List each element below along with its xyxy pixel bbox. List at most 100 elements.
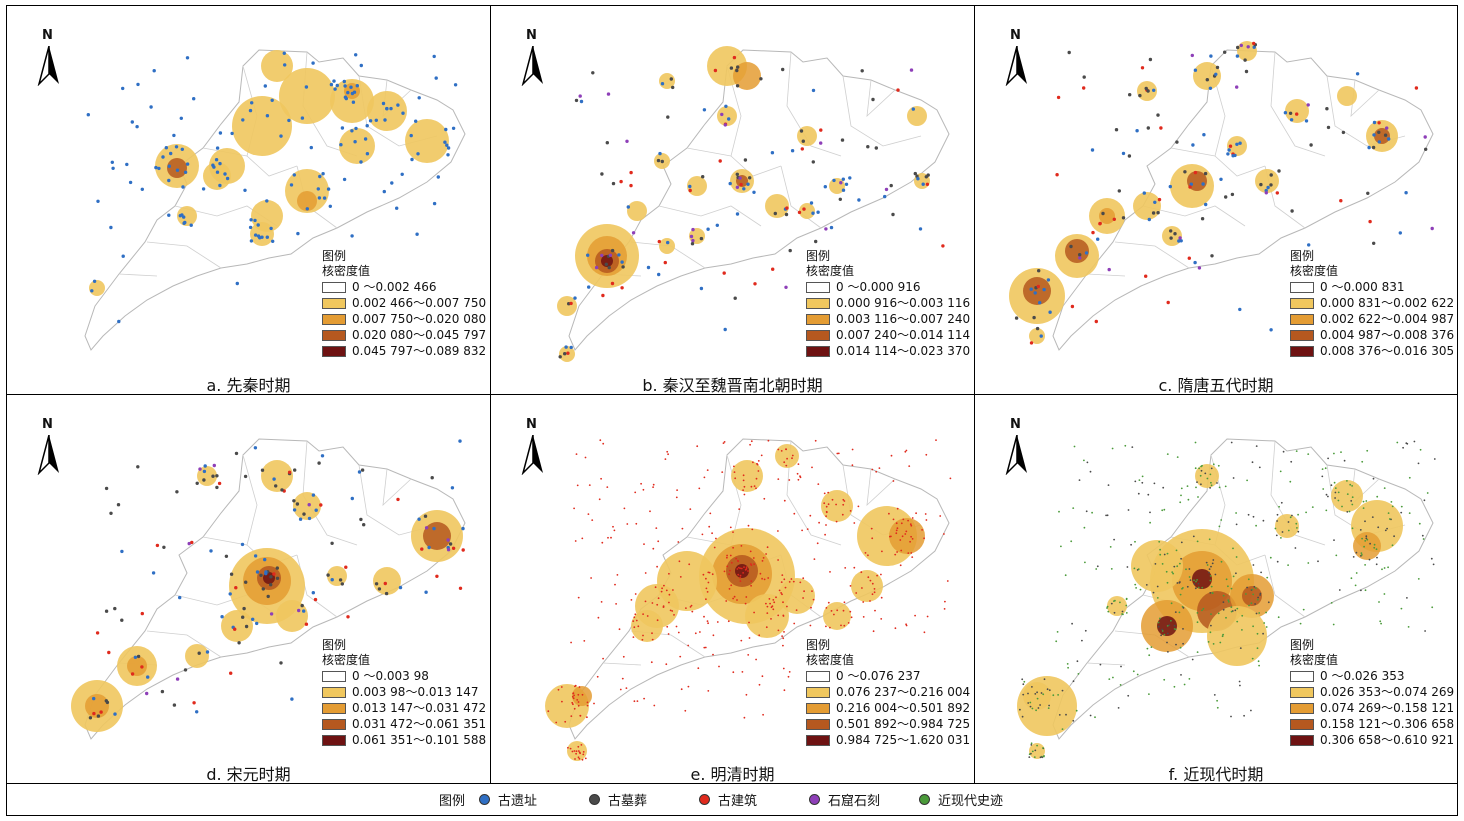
heritage-site-point [1222, 633, 1224, 636]
heritage-site-point [685, 607, 687, 609]
heritage-site-point [1047, 707, 1050, 709]
heritage-site-point [1159, 553, 1162, 556]
heritage-site-point [417, 517, 421, 521]
heritage-site-point [1152, 591, 1155, 594]
heritage-site-point [1266, 576, 1269, 579]
legend-class-3: 0.003 116～0.007 240 [806, 311, 970, 327]
heritage-site-point [1355, 551, 1358, 554]
heritage-site-point [432, 526, 436, 531]
heritage-site-point [1151, 211, 1156, 215]
heritage-site-point [581, 693, 584, 696]
heritage-site-point [591, 71, 595, 75]
heritage-site-point [739, 580, 742, 582]
heritage-site-point [1252, 593, 1255, 596]
heritage-site-point [782, 601, 784, 604]
heritage-site-point [558, 355, 562, 359]
heritage-site-point [446, 548, 451, 552]
heritage-site-point [632, 620, 635, 622]
heritage-site-point [175, 168, 180, 172]
heritage-site-point [269, 575, 273, 579]
heritage-site-point [1029, 705, 1032, 708]
heritage-site-point [899, 564, 902, 567]
heritage-site-point [1036, 284, 1040, 289]
heritage-site-point [1265, 611, 1267, 614]
heritage-site-point [1365, 537, 1368, 540]
heritage-site-point [417, 96, 421, 100]
heritage-site-point [1227, 585, 1229, 588]
legend-class-5: 0.014 114～0.023 370 [806, 343, 970, 359]
heritage-site-point [610, 536, 612, 539]
heritage-site-point [223, 172, 227, 176]
heritage-site-point [1038, 301, 1042, 305]
heritage-site-point [1306, 103, 1310, 107]
heritage-site-point [607, 536, 609, 539]
heritage-site-point [753, 282, 757, 286]
heritage-site-point [1387, 566, 1389, 569]
city-boundary [146, 241, 222, 269]
heritage-site-point [640, 482, 642, 485]
heritage-site-point [1255, 612, 1258, 615]
heritage-site-point [1147, 493, 1150, 496]
heritage-site-point [1188, 576, 1191, 578]
heritage-site-point [1263, 622, 1266, 624]
heritage-site-point [880, 573, 882, 576]
heritage-site-point [561, 700, 563, 703]
heritage-site-point [1078, 256, 1082, 260]
heritage-site-point [317, 196, 322, 200]
north-arrow-icon: N [1005, 417, 1029, 475]
heritage-site-point [443, 140, 447, 144]
heritage-site-point [761, 560, 764, 562]
heritage-site-point [574, 685, 576, 688]
heritage-site-point [1227, 599, 1230, 602]
heritage-site-point [1396, 441, 1399, 444]
heritage-site-point [1346, 480, 1348, 482]
heritage-site-point [1182, 628, 1184, 630]
heritage-site-point [1222, 594, 1225, 597]
heritage-site-point [743, 716, 746, 719]
heritage-site-point [578, 686, 581, 688]
heritage-site-point [637, 625, 640, 628]
panel-caption: a. 先秦时期 [206, 376, 291, 395]
heritage-site-point [1178, 581, 1181, 584]
heritage-site-point [573, 694, 575, 697]
heritage-site-point [1201, 182, 1205, 186]
heritage-site-point [799, 581, 802, 584]
heritage-site-point [578, 751, 581, 754]
heritage-site-point [904, 450, 907, 453]
heritage-site-point [1178, 236, 1182, 240]
heritage-site-point [1424, 147, 1428, 151]
heritage-site-point [836, 452, 839, 455]
heritage-site-point [895, 532, 898, 535]
heritage-site-point [261, 587, 265, 591]
heritage-site-point [229, 572, 234, 576]
heritage-site-point [1276, 560, 1279, 563]
heritage-site-point [420, 547, 424, 551]
heritage-site-point [781, 574, 784, 576]
heritage-site-point [109, 225, 113, 230]
heritage-site-point [818, 521, 820, 524]
density-zone [601, 255, 613, 267]
heritage-site-point [792, 580, 795, 583]
heritage-site-point [1112, 676, 1114, 679]
heritage-site-point [133, 655, 138, 659]
heritage-site-point [571, 701, 574, 704]
heritage-site-point [1431, 606, 1434, 609]
heritage-site-point [1031, 750, 1034, 753]
heritage-site-point [1034, 749, 1037, 752]
heritage-site-point [1156, 585, 1159, 588]
heritage-site-point [742, 187, 746, 191]
heritage-site-point [671, 610, 674, 612]
tomb-dot-icon [589, 794, 601, 805]
heritage-site-point [125, 162, 129, 167]
heritage-site-point [307, 503, 311, 507]
heritage-site-point [707, 571, 710, 574]
heritage-site-point [853, 566, 856, 569]
heritage-site-point [435, 574, 439, 578]
north-label: N [1010, 417, 1021, 432]
heritage-site-point [1236, 607, 1239, 610]
heritage-site-point [1291, 514, 1293, 517]
heritage-site-point [1351, 496, 1354, 499]
heritage-site-point [1305, 511, 1307, 514]
heritage-site-point [586, 716, 588, 719]
heritage-site-point [782, 667, 785, 670]
